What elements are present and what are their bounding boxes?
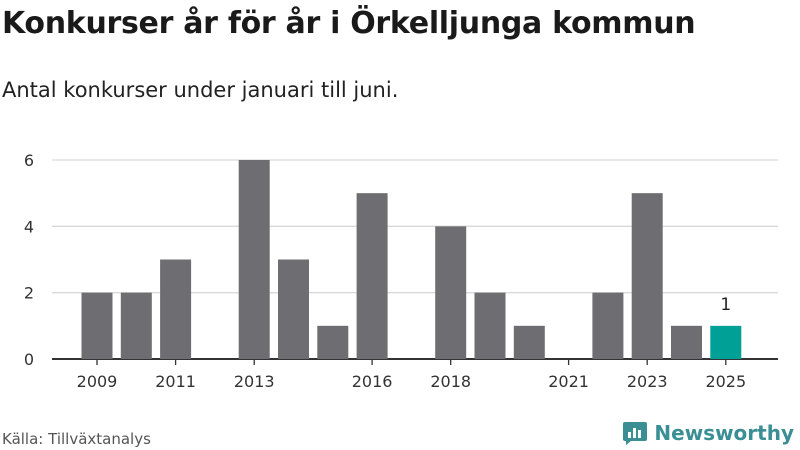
bar-chart: 0 2 4 6 2009 2011 2013 2016 2018 2021 2023 2025 1 [24, 151, 778, 391]
x-tick-label: 2025 [705, 372, 746, 391]
x-tick-label: 2011 [155, 372, 196, 391]
bar [160, 259, 192, 359]
bar [631, 193, 663, 359]
y-tick-label: 4 [24, 217, 34, 236]
newsworthy-logo-icon [623, 422, 648, 445]
data-label: 1 [720, 295, 731, 315]
x-tick-label: 2016 [352, 372, 393, 391]
bar [120, 292, 152, 359]
label-layer: 0 2 4 6 2009 2011 2013 2016 2018 2021 2023 2025 1 [24, 151, 746, 391]
x-tick-label: 2023 [627, 372, 668, 391]
source-note: Källa: Tillväxtanalys [2, 430, 151, 448]
chart-subtitle: Antal konkurser under januari till juni. [2, 78, 399, 102]
bar [81, 292, 113, 359]
x-tick-label: 2018 [430, 372, 471, 391]
bar [317, 325, 349, 359]
x-tick-label: 2021 [548, 372, 589, 391]
chart-title: Konkurser år för år i Örkelljunga kommun [2, 6, 696, 41]
brand-name: Newsworthy [654, 421, 794, 445]
bar [513, 325, 545, 359]
bar [592, 292, 624, 359]
y-tick-label: 0 [24, 350, 34, 369]
bar [278, 259, 309, 359]
y-tick-label: 6 [24, 151, 34, 170]
bar [671, 325, 702, 359]
bar [710, 325, 742, 359]
bar [435, 226, 467, 359]
x-tick-label: 2013 [234, 372, 275, 391]
x-tick-label: 2009 [77, 372, 118, 391]
y-tick-label: 2 [24, 284, 34, 303]
bar [238, 160, 270, 359]
bar-layer [81, 160, 742, 359]
bar [356, 193, 388, 359]
bar [474, 292, 506, 359]
brand-logo: Newsworthy [622, 420, 794, 446]
